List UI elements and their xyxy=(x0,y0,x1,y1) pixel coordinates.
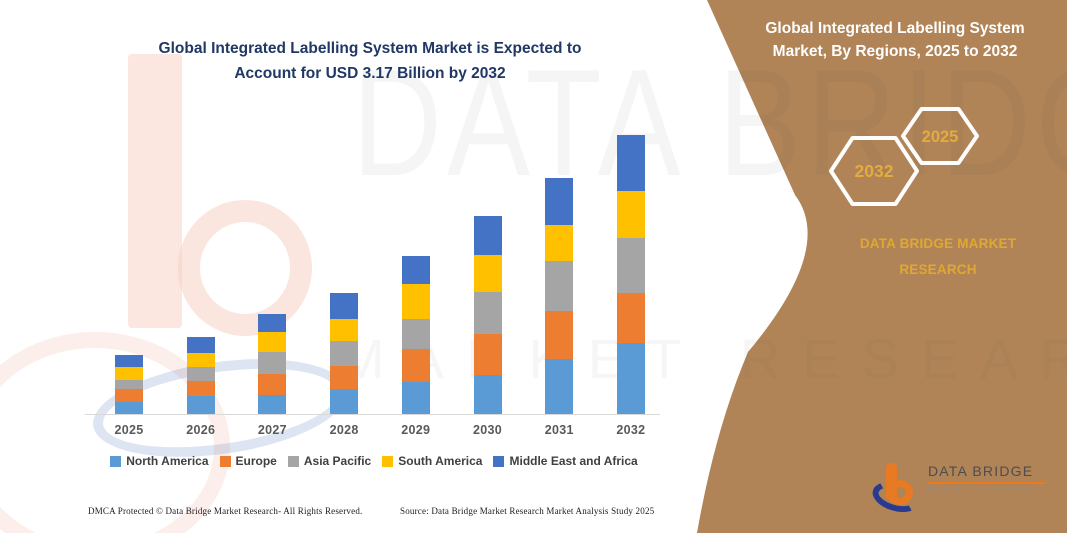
bar-segment-2029-middle-east-and-africa xyxy=(401,255,430,284)
x-axis-label-2025: 2025 xyxy=(114,423,144,437)
bar-2028 xyxy=(330,292,359,414)
brand-text-line2: RESEARCH xyxy=(899,262,977,277)
legend-marker-middle-east-and-africa xyxy=(493,455,505,467)
bar-segment-2032-north-america xyxy=(616,342,645,414)
side-panel-brand-text: DATA BRIDGE MARKET RESEARCH xyxy=(820,231,1056,283)
bar-2031 xyxy=(545,178,574,414)
x-axis-label-2030: 2030 xyxy=(473,423,503,437)
side-panel-title-line2: Market, By Regions, 2025 to 2032 xyxy=(772,43,1018,60)
bar-segment-2029-europe xyxy=(401,348,430,383)
brand-text-line1: DATA BRIDGE MARKET xyxy=(859,236,1017,251)
bar-segment-2031-asia-pacific xyxy=(545,260,574,312)
bar-2029 xyxy=(401,255,430,414)
x-axis-label-2031: 2031 xyxy=(544,423,574,437)
chart-legend: North America Europe Asia Pacific South Ame… xyxy=(85,454,663,468)
x-axis-label-2026: 2026 xyxy=(186,423,216,437)
bar-segment-2030-south-america xyxy=(473,254,502,292)
bar-segment-2025-asia-pacific xyxy=(115,379,143,390)
bar-segment-2026-europe xyxy=(186,380,215,397)
bar-segment-2028-middle-east-and-africa xyxy=(330,292,359,319)
bar-segment-2032-south-america xyxy=(616,190,645,239)
bar-segment-2027-europe xyxy=(258,373,287,395)
x-axis-label-2028: 2028 xyxy=(329,423,359,437)
x-axis-labels: 2025 2026 2027 2028 2029 2030 2031 2032 xyxy=(101,423,659,437)
side-panel-title: Global Integrated Labelling System Marke… xyxy=(730,17,1060,63)
bar-segment-2032-asia-pacific xyxy=(616,238,645,293)
legend-label-north-america: North America xyxy=(126,454,209,468)
legend-item-europe: Europe xyxy=(219,454,277,468)
bar-segment-2031-europe xyxy=(545,311,574,360)
bar-segment-2030-europe xyxy=(473,333,502,376)
bar-segment-2031-middle-east-and-africa xyxy=(545,178,574,225)
bar-segment-2032-europe xyxy=(616,292,645,343)
legend-item-asia-pacific: Asia Pacific xyxy=(287,454,372,468)
chart-title: Global Integrated Labelling System Marke… xyxy=(100,36,640,86)
bar-segment-2029-south-america xyxy=(401,283,430,319)
x-axis-label-2032: 2032 xyxy=(616,423,646,437)
bar-segment-2031-north-america xyxy=(545,359,574,414)
bar-segment-2025-south-america xyxy=(115,367,143,380)
legend-label-south-america: South America xyxy=(398,454,483,468)
bar-segment-2027-middle-east-and-africa xyxy=(258,313,287,333)
logo-name-text: DATA BRIDGE xyxy=(928,463,1034,479)
chart-title-line2: Account for USD 3.17 Billion by 2032 xyxy=(234,65,506,82)
legend-item-south-america: South America xyxy=(382,454,482,468)
legend-label-europe: Europe xyxy=(235,454,277,468)
logo-divider-line xyxy=(928,482,1046,484)
legend-marker-south-america xyxy=(382,455,394,467)
bar-segment-2027-south-america xyxy=(258,332,287,352)
logo-subtitle-text: MARKET RESEARCH xyxy=(928,487,1035,494)
bar-2025 xyxy=(115,355,143,414)
bar-segment-2028-europe xyxy=(330,365,359,390)
bar-segment-2026-north-america xyxy=(186,396,215,414)
legend-marker-europe xyxy=(219,455,231,467)
bar-segment-2030-asia-pacific xyxy=(473,291,502,334)
bar-segment-2028-asia-pacific xyxy=(330,341,359,366)
bar-segment-2025-europe xyxy=(115,389,143,402)
legend-item-middle-east-and-africa: Middle East and Africa xyxy=(493,454,638,468)
data-bridge-logo-icon xyxy=(869,463,923,518)
bar-segment-2032-middle-east-and-africa xyxy=(616,135,645,191)
bar-2027 xyxy=(258,313,287,414)
legend-item-north-america: North America xyxy=(110,454,209,468)
bar-2032 xyxy=(616,135,645,414)
bar-segment-2027-north-america xyxy=(258,394,287,414)
footer-dmca-text: DMCA Protected © Data Bridge Market Rese… xyxy=(88,506,363,516)
x-axis-label-2029: 2029 xyxy=(401,423,431,437)
logo-b-bowl-shape xyxy=(887,480,913,505)
bar-segment-2026-south-america xyxy=(186,353,215,368)
data-bridge-logo-text: DATA BRIDGE MARKET RESEARCH xyxy=(928,463,1046,494)
bars-row xyxy=(115,135,645,414)
bar-segment-2026-middle-east-and-africa xyxy=(186,336,215,354)
x-axis-label-2027: 2027 xyxy=(257,423,287,437)
bar-2030 xyxy=(473,216,502,414)
bar-segment-2025-north-america xyxy=(115,401,143,414)
bar-segment-2027-asia-pacific xyxy=(258,351,287,374)
data-bridge-logo: DATA BRIDGE MARKET RESEARCH xyxy=(869,463,1046,518)
stacked-bar-chart xyxy=(85,120,660,415)
legend-label-middle-east-and-africa: Middle East and Africa xyxy=(509,454,638,468)
bar-segment-2030-middle-east-and-africa xyxy=(473,216,502,255)
logo-b-stem-shape xyxy=(886,463,897,499)
side-panel-title-line1: Global Integrated Labelling System xyxy=(765,20,1025,37)
bar-segment-2029-north-america xyxy=(401,382,430,414)
chart-title-line1: Global Integrated Labelling System Marke… xyxy=(158,40,582,57)
legend-marker-asia-pacific xyxy=(287,455,299,467)
bar-segment-2031-south-america xyxy=(545,224,574,261)
bar-segment-2026-asia-pacific xyxy=(186,367,215,381)
bar-segment-2028-south-america xyxy=(330,319,359,341)
bar-segment-2029-asia-pacific xyxy=(401,318,430,349)
bar-segment-2030-north-america xyxy=(473,375,502,414)
legend-marker-north-america xyxy=(110,455,122,467)
bar-segment-2028-north-america xyxy=(330,389,359,414)
bar-2026 xyxy=(186,336,215,414)
legend-label-asia-pacific: Asia Pacific xyxy=(303,454,372,468)
bar-segment-2025-middle-east-and-africa xyxy=(115,355,143,368)
footer-source-text: Source: Data Bridge Market Research Mark… xyxy=(400,506,655,516)
